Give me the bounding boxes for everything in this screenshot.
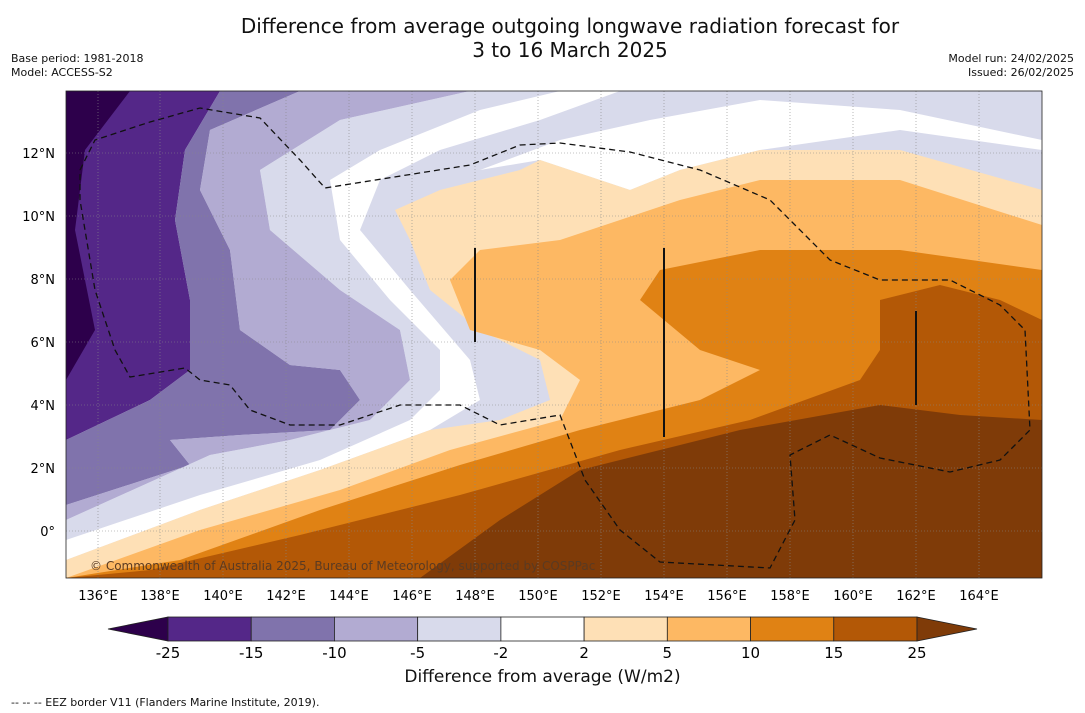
lon-label: 154°E	[644, 589, 684, 604]
colorbar-swatch	[666, 616, 751, 642]
lon-label: 150°E	[518, 589, 558, 604]
lon-label: 144°E	[329, 589, 369, 604]
colorbar-tick-label: 15	[824, 644, 843, 660]
colorbar: -25 -15 -10 -5 -2 2 5 10 15 25	[107, 616, 978, 660]
lat-label: 8°N	[31, 273, 56, 288]
colorbar-tick-label: -10	[322, 644, 347, 660]
lon-label: 162°E	[896, 589, 936, 604]
lon-label: 146°E	[392, 589, 432, 604]
colorbar-tick-label: -25	[156, 644, 181, 660]
colorbar-tick-label: -15	[239, 644, 264, 660]
colorbar-swatch	[417, 616, 502, 642]
colorbar-tick-label: 10	[741, 644, 760, 660]
lat-label: 2°N	[31, 462, 56, 477]
lon-label: 142°E	[266, 589, 306, 604]
anomaly-field	[66, 91, 1042, 578]
map-title: Difference from average outgoing longwav…	[0, 14, 1085, 62]
lon-label: 158°E	[770, 589, 810, 604]
lat-label: 0°	[40, 525, 55, 540]
colorbar-swatch	[833, 616, 918, 642]
lon-label: 160°E	[833, 589, 873, 604]
graticule	[66, 91, 1042, 578]
colorbar-extend-low	[107, 616, 169, 642]
lon-label: 156°E	[707, 589, 747, 604]
title-line-2: 3 to 16 March 2025	[472, 38, 668, 62]
latitude-labels: 12°N 10°N 8°N 6°N 4°N 2°N 0°	[22, 147, 55, 540]
colorbar-swatch	[500, 616, 585, 642]
meta-right: Model run: 24/02/2025 Issued: 26/02/2025	[948, 52, 1074, 80]
eez-footnote: -- -- -- EEZ border V11 (Flanders Marine…	[11, 696, 320, 709]
lon-label: 140°E	[203, 589, 243, 604]
lat-label: 4°N	[31, 399, 56, 414]
model-run: Model run: 24/02/2025	[948, 52, 1074, 65]
colorbar-tick-label: -2	[493, 644, 508, 660]
copyright-text: © Commonwealth of Australia 2025, Bureau…	[90, 559, 595, 573]
lon-label: 148°E	[455, 589, 495, 604]
lat-label: 10°N	[22, 210, 55, 225]
eez-border	[79, 107, 1031, 569]
colorbar-tick-label: 5	[663, 644, 673, 660]
colorbar-extend-high	[916, 616, 978, 642]
lat-label: 12°N	[22, 147, 55, 162]
title-line-1: Difference from average outgoing longwav…	[240, 14, 900, 38]
lon-label: 152°E	[581, 589, 621, 604]
lon-label: 138°E	[140, 589, 180, 604]
lon-label: 164°E	[959, 589, 999, 604]
map-frame	[65, 90, 1043, 579]
islands	[474, 248, 917, 437]
meta-left: Base period: 1981-2018 Model: ACCESS-S2	[11, 52, 143, 80]
colorbar-swatch	[167, 616, 252, 642]
colorbar-tick-label: -5	[410, 644, 425, 660]
model-name: Model: ACCESS-S2	[11, 66, 113, 79]
colorbar-swatch	[583, 616, 668, 642]
colorbar-tick-label: 2	[579, 644, 589, 660]
map-figure: © Commonwealth of Australia 2025, Bureau…	[22, 90, 1043, 660]
colorbar-title: Difference from average (W/m2)	[404, 667, 681, 687]
issued-date: Issued: 26/02/2025	[967, 66, 1074, 79]
colorbar-swatch	[750, 616, 835, 642]
colorbar-swatch	[334, 616, 419, 642]
base-period: Base period: 1981-2018	[11, 52, 144, 65]
lon-label: 136°E	[78, 589, 118, 604]
colorbar-swatch	[250, 616, 335, 642]
longitude-labels: 136°E 138°E 140°E 142°E 144°E 146°E 148°…	[78, 589, 999, 604]
lat-label: 6°N	[31, 336, 56, 351]
colorbar-tick-label: 25	[907, 644, 926, 660]
